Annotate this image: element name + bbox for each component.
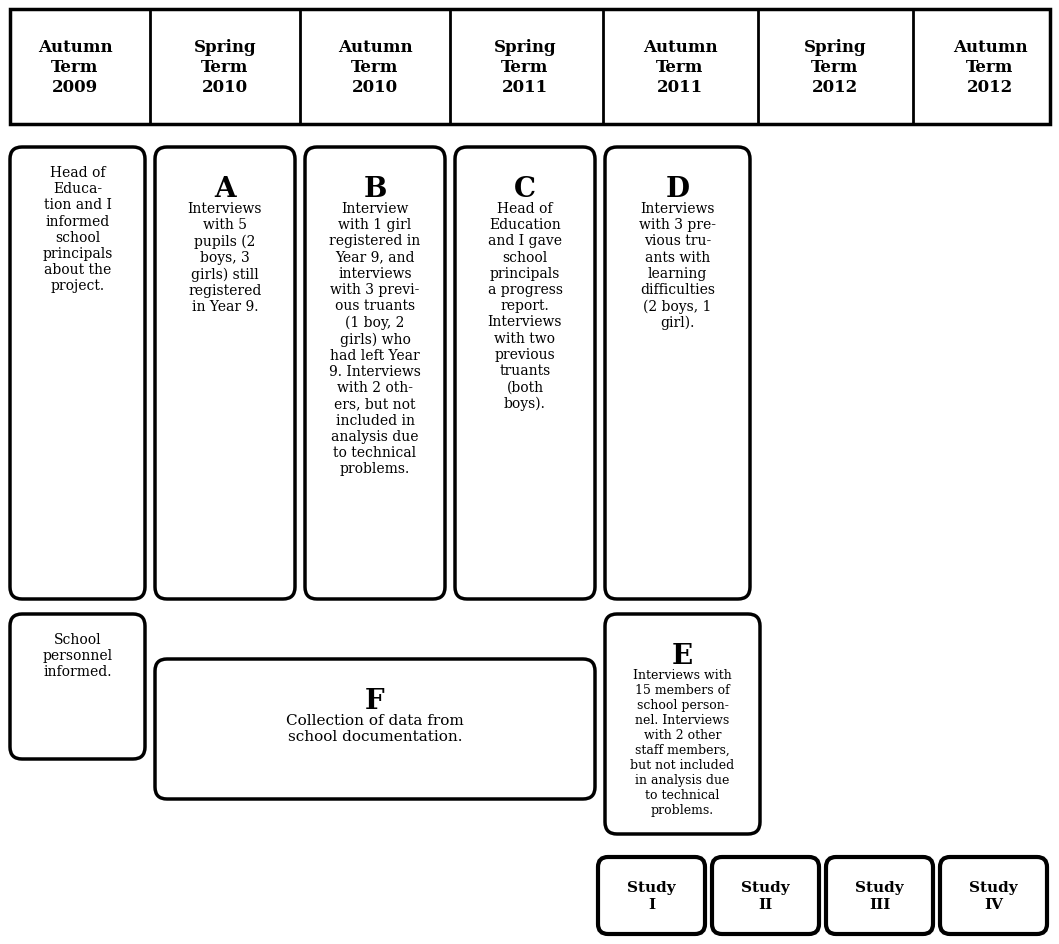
Text: C: C <box>514 176 536 203</box>
Text: Study
III: Study III <box>856 881 903 911</box>
Text: Spring
Term
2012: Spring Term 2012 <box>804 40 866 95</box>
Text: Autumn
Term
2010: Autumn Term 2010 <box>338 40 412 95</box>
Text: B: B <box>363 176 387 203</box>
Text: F: F <box>365 687 384 715</box>
Bar <box>10 10 1051 125</box>
Text: E: E <box>672 642 693 669</box>
Text: D: D <box>665 176 689 203</box>
Text: Spring
Term
2011: Spring Term 2011 <box>493 40 556 95</box>
Text: Interviews
with 5
pupils (2
boys, 3
girls) still
registered
in Year 9.: Interviews with 5 pupils (2 boys, 3 girl… <box>187 202 263 313</box>
Text: Study
IV: Study IV <box>969 881 1018 911</box>
Text: Autumn
Term
2011: Autumn Term 2011 <box>643 40 717 95</box>
Text: Spring
Term
2010: Spring Term 2010 <box>194 40 256 95</box>
FancyBboxPatch shape <box>155 148 295 599</box>
FancyBboxPatch shape <box>940 857 1047 934</box>
Text: Study
II: Study II <box>741 881 790 911</box>
Text: Interviews with
15 members of
school person-
nel. Interviews
with 2 other
staff : Interviews with 15 members of school per… <box>630 668 735 817</box>
FancyBboxPatch shape <box>598 857 705 934</box>
Text: Autumn
Term
2009: Autumn Term 2009 <box>38 40 112 95</box>
FancyBboxPatch shape <box>605 148 750 599</box>
FancyBboxPatch shape <box>605 615 760 834</box>
Text: Head of
Education
and I gave
school
principals
a progress
report.
Interviews
wit: Head of Education and I gave school prin… <box>487 202 562 411</box>
FancyBboxPatch shape <box>10 615 145 759</box>
FancyBboxPatch shape <box>826 857 933 934</box>
Text: Interview
with 1 girl
registered in
Year 9, and
interviews
with 3 previ-
ous tru: Interview with 1 girl registered in Year… <box>329 202 420 476</box>
FancyBboxPatch shape <box>712 857 819 934</box>
Text: Head of
Educa-
tion and I
informed
school
principals
about the
project.: Head of Educa- tion and I informed schoo… <box>42 166 112 293</box>
Text: Interviews
with 3 pre-
vious tru-
ants with
learning
difficulties
(2 boys, 1
gir: Interviews with 3 pre- vious tru- ants w… <box>639 202 716 330</box>
Text: Study
I: Study I <box>627 881 676 911</box>
FancyBboxPatch shape <box>455 148 595 599</box>
Text: Collection of data from
school documentation.: Collection of data from school documenta… <box>286 714 464 744</box>
Text: Autumn
Term
2012: Autumn Term 2012 <box>953 40 1027 95</box>
FancyBboxPatch shape <box>10 148 145 599</box>
Text: School
personnel
informed.: School personnel informed. <box>42 632 112 679</box>
Text: A: A <box>214 176 236 203</box>
FancyBboxPatch shape <box>155 659 595 800</box>
FancyBboxPatch shape <box>305 148 445 599</box>
